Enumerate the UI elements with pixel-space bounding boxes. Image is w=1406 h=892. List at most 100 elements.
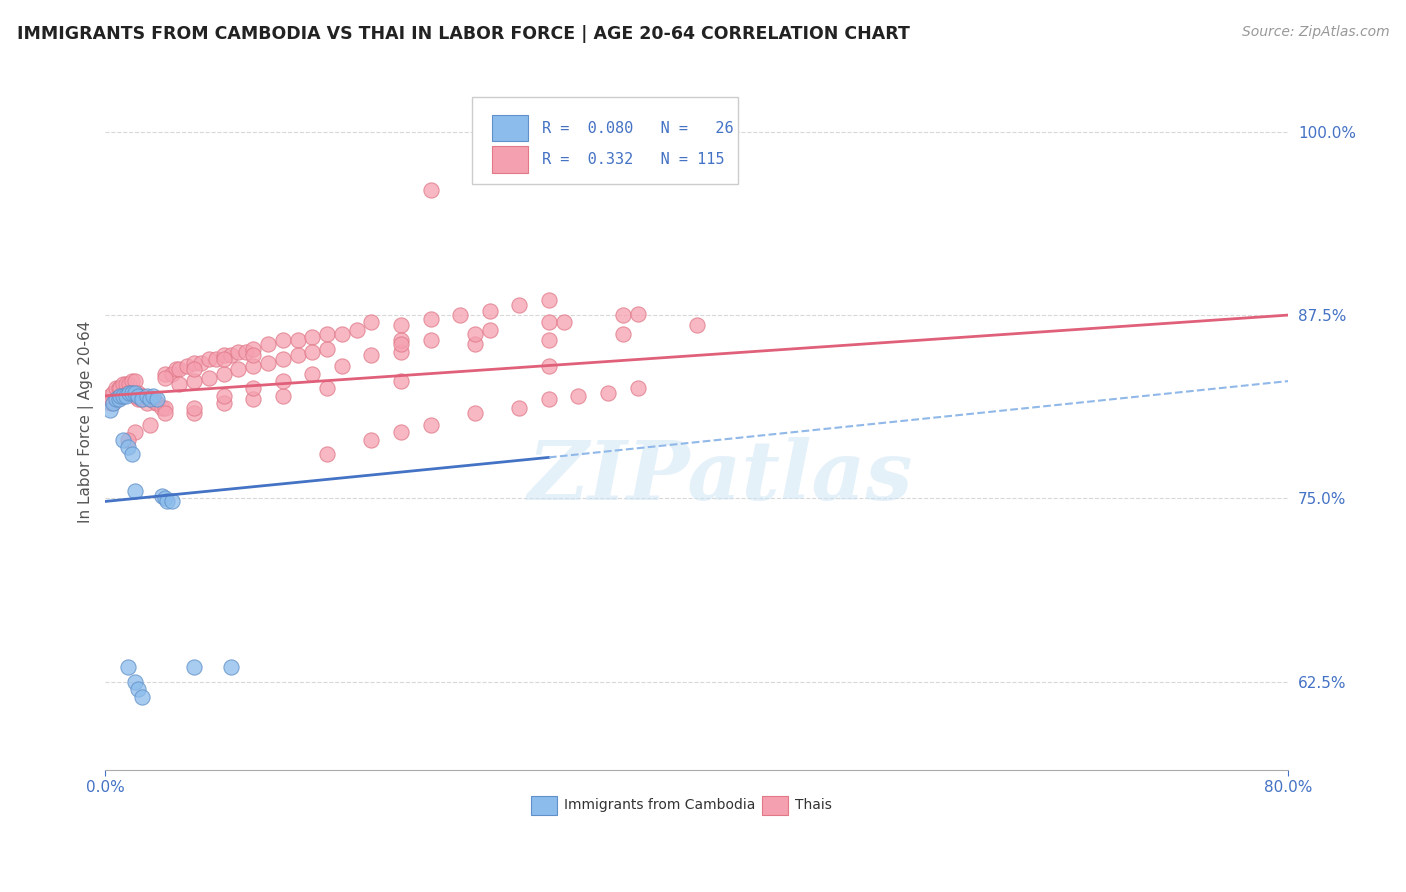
Point bbox=[104, 392, 127, 406]
Point bbox=[464, 337, 486, 351]
Point bbox=[112, 389, 135, 403]
Point bbox=[228, 362, 250, 376]
Point bbox=[464, 406, 486, 420]
FancyBboxPatch shape bbox=[492, 146, 527, 173]
Point bbox=[316, 327, 339, 342]
Point bbox=[389, 333, 412, 347]
Point bbox=[183, 362, 205, 376]
Point bbox=[419, 312, 441, 326]
Point bbox=[124, 385, 146, 400]
Point bbox=[183, 406, 205, 420]
Point bbox=[153, 367, 176, 381]
Point bbox=[131, 392, 153, 406]
Point bbox=[115, 377, 138, 392]
Point bbox=[183, 374, 205, 388]
Point bbox=[419, 333, 441, 347]
Point bbox=[138, 392, 160, 406]
FancyBboxPatch shape bbox=[762, 796, 787, 815]
Point bbox=[537, 333, 560, 347]
Point bbox=[118, 377, 141, 392]
Point bbox=[107, 392, 129, 406]
Point bbox=[115, 389, 138, 403]
Point bbox=[301, 367, 323, 381]
Text: R =  0.332   N = 115: R = 0.332 N = 115 bbox=[541, 152, 724, 167]
Point bbox=[153, 406, 176, 420]
Point bbox=[108, 381, 131, 395]
Point bbox=[127, 682, 149, 697]
Point bbox=[121, 447, 143, 461]
Point bbox=[124, 374, 146, 388]
Point bbox=[301, 330, 323, 344]
Point bbox=[389, 337, 412, 351]
Point bbox=[121, 374, 143, 388]
Point bbox=[127, 385, 149, 400]
Point bbox=[124, 425, 146, 440]
Point bbox=[271, 389, 294, 403]
Point bbox=[287, 333, 309, 347]
Point bbox=[389, 318, 412, 333]
Point bbox=[104, 381, 127, 395]
Point bbox=[142, 389, 165, 403]
Point bbox=[449, 308, 471, 322]
Point bbox=[271, 333, 294, 347]
Point bbox=[537, 315, 560, 329]
Point bbox=[135, 396, 157, 410]
Point bbox=[360, 348, 382, 362]
Point bbox=[330, 359, 353, 374]
FancyBboxPatch shape bbox=[492, 115, 527, 141]
Point bbox=[142, 392, 165, 406]
Point bbox=[176, 359, 198, 374]
Point bbox=[165, 362, 187, 376]
Point bbox=[553, 315, 575, 329]
Point bbox=[101, 396, 124, 410]
Point bbox=[150, 401, 173, 415]
Point bbox=[117, 385, 139, 400]
Text: ZIPatlas: ZIPatlas bbox=[527, 437, 912, 517]
Point bbox=[127, 392, 149, 406]
Point bbox=[138, 392, 160, 406]
Point bbox=[153, 371, 176, 385]
Point bbox=[212, 348, 235, 362]
Point bbox=[508, 298, 530, 312]
Point bbox=[242, 359, 264, 374]
Point bbox=[121, 385, 143, 400]
Point bbox=[108, 389, 131, 403]
Point bbox=[271, 858, 294, 872]
Point bbox=[389, 344, 412, 359]
Text: Immigrants from Cambodia: Immigrants from Cambodia bbox=[564, 798, 755, 813]
Point bbox=[101, 385, 124, 400]
Point bbox=[156, 494, 179, 508]
Point bbox=[596, 385, 619, 400]
Point bbox=[686, 318, 709, 333]
Point bbox=[145, 396, 167, 410]
Point bbox=[419, 418, 441, 433]
Point bbox=[257, 357, 280, 371]
Point bbox=[98, 396, 121, 410]
Point bbox=[135, 389, 157, 403]
Point bbox=[271, 352, 294, 367]
Point bbox=[169, 362, 191, 376]
Point bbox=[112, 389, 135, 403]
Point bbox=[169, 377, 191, 392]
Point bbox=[330, 327, 353, 342]
Point bbox=[160, 367, 183, 381]
Point bbox=[389, 374, 412, 388]
Point bbox=[537, 392, 560, 406]
Point bbox=[117, 433, 139, 447]
Point bbox=[346, 323, 368, 337]
Point bbox=[98, 403, 121, 417]
Point bbox=[257, 337, 280, 351]
Point bbox=[464, 327, 486, 342]
Point bbox=[112, 433, 135, 447]
Point bbox=[316, 447, 339, 461]
Point bbox=[108, 389, 131, 403]
Point bbox=[219, 660, 242, 674]
Point bbox=[198, 371, 221, 385]
Point bbox=[124, 484, 146, 499]
FancyBboxPatch shape bbox=[472, 97, 738, 185]
Point bbox=[419, 183, 441, 197]
Point bbox=[183, 660, 205, 674]
Point bbox=[316, 342, 339, 356]
Point bbox=[124, 674, 146, 689]
FancyBboxPatch shape bbox=[531, 796, 557, 815]
